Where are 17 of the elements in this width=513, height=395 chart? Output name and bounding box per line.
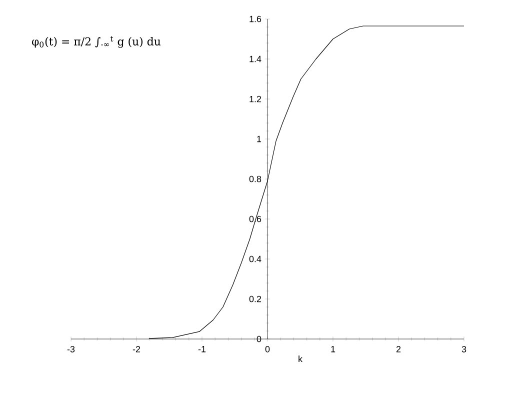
y-tick-label: 0.2 <box>249 296 262 302</box>
y-tick-label: 1.4 <box>250 56 262 62</box>
y-tick-label: 1.2 <box>250 96 262 102</box>
x-tick-label: -1 <box>198 346 206 352</box>
y-tick-label: 0.4 <box>249 256 262 262</box>
x-tick-label: 0 <box>265 346 270 352</box>
x-tick-label: -3 <box>67 346 75 352</box>
y-tick-label: 0.8 <box>249 176 262 182</box>
x-axis-title: k <box>298 356 303 362</box>
x-tick-label: 1 <box>331 346 336 352</box>
y-tick-label: 1.6 <box>250 16 262 22</box>
y-tick-label: 0 <box>256 336 262 342</box>
x-tick-label: -2 <box>132 346 140 352</box>
annotation: φ$_{0}$(t) = π/2 ∫$_{-∞}$$^{t}$ g (u) du <box>32 36 161 48</box>
x-tick-label: 3 <box>462 346 466 352</box>
y-tick-label: 1 <box>257 136 262 142</box>
x-tick-label: 2 <box>396 346 401 352</box>
